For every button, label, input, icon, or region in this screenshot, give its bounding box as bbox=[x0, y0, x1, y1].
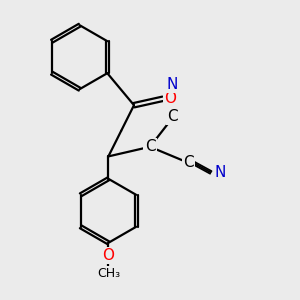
Text: O: O bbox=[164, 91, 176, 106]
Text: C: C bbox=[183, 155, 194, 170]
Text: CH₃: CH₃ bbox=[97, 267, 120, 280]
Text: C: C bbox=[167, 109, 178, 124]
Text: N: N bbox=[167, 77, 178, 92]
Text: O: O bbox=[102, 248, 114, 263]
Text: N: N bbox=[215, 165, 226, 180]
Text: C: C bbox=[145, 139, 155, 154]
